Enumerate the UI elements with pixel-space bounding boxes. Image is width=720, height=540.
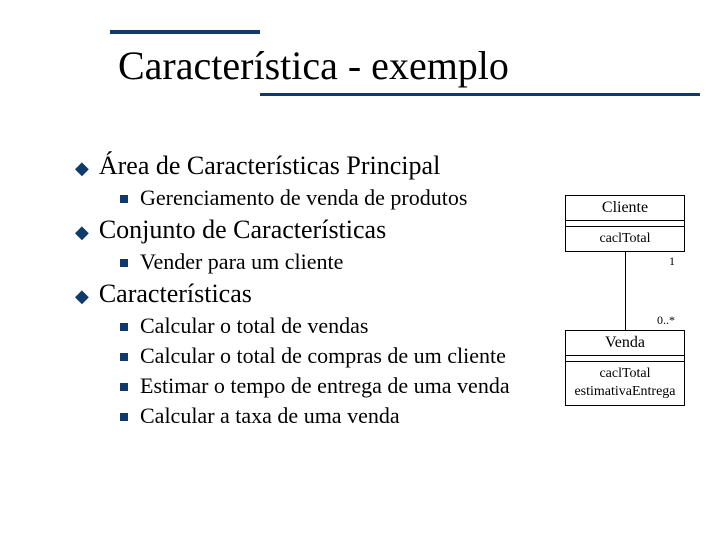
square-icon — [120, 259, 128, 267]
bullet-l1-text: Conjunto de Características — [99, 215, 386, 245]
bullet-l2-text: Calcular o total de compras de um client… — [140, 343, 506, 369]
title-rule-top — [110, 30, 260, 34]
square-icon — [120, 353, 128, 361]
square-icon — [120, 323, 128, 331]
bullet-l2-text: Calcular a taxa de uma venda — [140, 403, 400, 429]
uml-class-venda: Venda caclTotal estimativaEntrega — [565, 330, 685, 405]
uml-ops-compartment: caclTotal — [566, 227, 684, 251]
bullet-l2-text: Estimar o tempo de entrega de uma venda — [140, 373, 510, 399]
uml-diagram: Cliente caclTotal 1 0..* Venda caclTotal… — [565, 195, 685, 406]
diamond-icon: ◆ — [75, 287, 89, 305]
square-icon — [120, 383, 128, 391]
slide-title: Característica - exemplo — [110, 38, 720, 99]
bullet-l2: Calcular a taxa de uma venda — [120, 403, 720, 429]
uml-multiplicity: 1 — [669, 254, 675, 269]
square-icon — [120, 413, 128, 421]
bullet-l2-text: Calcular o total de vendas — [140, 313, 368, 339]
title-area: Característica - exemplo — [0, 0, 720, 96]
bullet-l1: ◆ Área de Características Principal — [75, 151, 720, 181]
uml-class-cliente: Cliente caclTotal — [565, 195, 685, 252]
uml-operation: caclTotal — [566, 230, 684, 248]
bullet-l1-text: Área de Características Principal — [99, 151, 440, 181]
uml-multiplicity: 0..* — [657, 313, 675, 328]
uml-association: 1 0..* — [565, 252, 685, 330]
uml-class-name: Cliente — [566, 196, 684, 221]
bullet-l1-text: Características — [99, 279, 252, 309]
uml-class-name: Venda — [566, 331, 684, 356]
bullet-l2-text: Gerenciamento de venda de produtos — [140, 185, 467, 211]
diamond-icon: ◆ — [75, 223, 89, 241]
uml-assoc-line — [625, 252, 626, 330]
uml-ops-compartment: caclTotal estimativaEntrega — [566, 362, 684, 404]
uml-operation: estimativaEntrega — [566, 383, 684, 401]
square-icon — [120, 195, 128, 203]
uml-operation: caclTotal — [566, 365, 684, 383]
diamond-icon: ◆ — [75, 159, 89, 177]
bullet-l2-text: Vender para um cliente — [140, 249, 343, 275]
